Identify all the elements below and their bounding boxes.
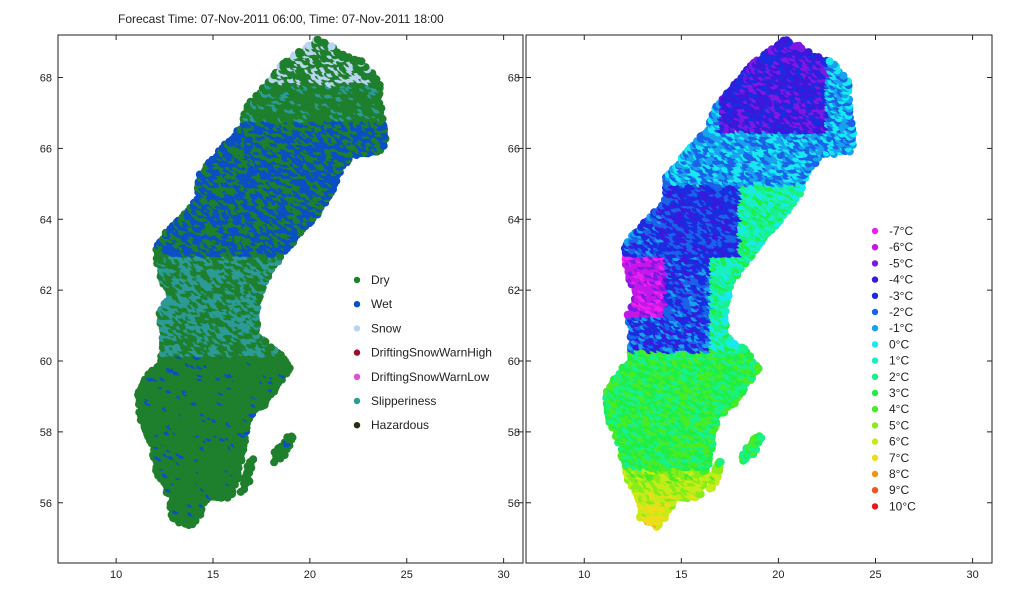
map-point: [288, 433, 297, 442]
x-tick-label: 25: [401, 569, 413, 581]
y-tick-label: 56: [40, 498, 52, 510]
y-tick-label: 58: [40, 427, 52, 439]
y-tick-label: 60: [40, 356, 52, 368]
x-tick-label: 15: [207, 569, 219, 581]
x-tick-label: 30: [498, 569, 510, 581]
y-tick-label: 64: [40, 214, 52, 226]
y-tick-label: 66: [40, 143, 52, 155]
y-tick-label: 68: [40, 73, 52, 85]
plot-frame: [57, 34, 524, 564]
x-tick-label: 20: [304, 569, 316, 581]
map-point: [261, 337, 270, 346]
map-point: [249, 455, 258, 464]
road-condition-map-panel: 10 15 20 25 3056586062646668DryWetSnowDrifti…: [40, 34, 524, 581]
y-tick-label: 62: [40, 285, 52, 297]
map-points: [134, 36, 390, 529]
x-tick-label: 10: [110, 569, 122, 581]
chart-title: Forecast Time: 07-Nov-2011 06:00, Time: …: [118, 12, 444, 26]
